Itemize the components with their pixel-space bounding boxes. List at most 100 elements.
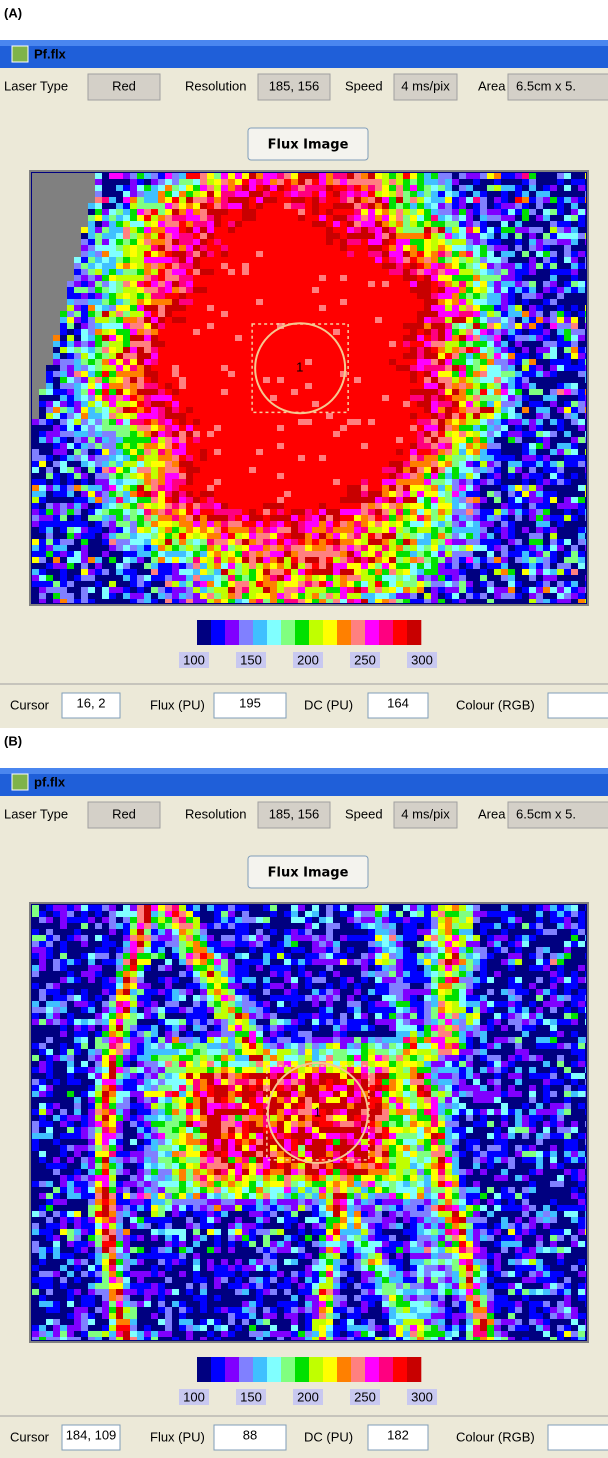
image-pixel bbox=[508, 281, 515, 287]
image-pixel bbox=[277, 227, 284, 233]
image-pixel bbox=[193, 197, 200, 203]
image-pixel bbox=[39, 365, 46, 371]
image-pixel bbox=[291, 425, 298, 431]
image-pixel bbox=[473, 521, 480, 527]
image-pixel bbox=[522, 419, 529, 425]
image-pixel bbox=[305, 341, 312, 347]
image-pixel bbox=[144, 389, 151, 395]
image-pixel bbox=[466, 461, 473, 467]
image-pixel bbox=[340, 173, 347, 179]
image-pixel bbox=[242, 323, 249, 329]
image-pixel bbox=[508, 173, 515, 179]
image-pixel bbox=[438, 239, 445, 245]
image-pixel bbox=[207, 425, 214, 431]
image-pixel bbox=[116, 491, 123, 497]
image-pixel bbox=[319, 479, 326, 485]
image-pixel bbox=[389, 347, 396, 353]
image-pixel bbox=[396, 419, 403, 425]
image-pixel bbox=[480, 479, 487, 485]
image-pixel bbox=[67, 239, 74, 245]
image-pixel bbox=[39, 389, 46, 395]
image-pixel bbox=[403, 431, 410, 437]
image-pixel bbox=[459, 437, 466, 443]
image-pixel bbox=[452, 395, 459, 401]
image-pixel bbox=[522, 281, 529, 287]
image-pixel bbox=[207, 455, 214, 461]
image-pixel bbox=[81, 365, 88, 371]
image-pixel bbox=[67, 341, 74, 347]
image-pixel bbox=[172, 437, 179, 443]
image-pixel bbox=[116, 395, 123, 401]
image-pixel bbox=[109, 251, 116, 257]
image-pixel bbox=[109, 515, 116, 521]
image-pixel bbox=[319, 509, 326, 515]
image-pixel bbox=[123, 329, 130, 335]
image-pixel bbox=[305, 449, 312, 455]
image-pixel bbox=[256, 353, 263, 359]
image-pixel bbox=[578, 509, 585, 515]
image-pixel bbox=[326, 215, 333, 221]
image-pixel bbox=[102, 461, 109, 467]
image-pixel bbox=[319, 353, 326, 359]
image-pixel bbox=[123, 437, 130, 443]
image-pixel bbox=[123, 191, 130, 197]
image-pixel bbox=[249, 299, 256, 305]
image-pixel bbox=[466, 497, 473, 503]
image-pixel bbox=[494, 395, 501, 401]
image-pixel bbox=[193, 479, 200, 485]
image-pixel bbox=[473, 317, 480, 323]
image-pixel bbox=[88, 191, 95, 197]
image-pixel bbox=[424, 521, 431, 527]
image-pixel bbox=[585, 209, 586, 215]
image-pixel bbox=[368, 329, 375, 335]
image-pixel bbox=[424, 179, 431, 185]
image-pixel bbox=[249, 491, 256, 497]
image-pixel bbox=[431, 551, 438, 557]
image-pixel bbox=[228, 179, 235, 185]
image-pixel bbox=[445, 401, 452, 407]
image-pixel bbox=[88, 305, 95, 311]
image-pixel bbox=[123, 389, 130, 395]
image-pixel bbox=[270, 353, 277, 359]
image-pixel bbox=[235, 215, 242, 221]
image-pixel bbox=[382, 383, 389, 389]
image-pixel bbox=[123, 173, 130, 179]
image-pixel bbox=[354, 245, 361, 251]
image-pixel bbox=[298, 221, 305, 227]
image-pixel bbox=[60, 371, 67, 377]
image-pixel bbox=[74, 551, 81, 557]
image-pixel bbox=[130, 377, 137, 383]
image-pixel bbox=[249, 413, 256, 419]
flux-image-button[interactable] bbox=[247, 127, 369, 161]
image-pixel bbox=[186, 305, 193, 311]
image-pixel bbox=[53, 473, 60, 479]
image-pixel bbox=[81, 317, 88, 323]
image-pixel bbox=[151, 215, 158, 221]
image-pixel bbox=[305, 419, 312, 425]
image-pixel bbox=[522, 269, 529, 275]
image-pixel bbox=[291, 503, 298, 509]
image-pixel bbox=[81, 449, 88, 455]
image-pixel bbox=[445, 239, 452, 245]
image-pixel bbox=[200, 353, 207, 359]
image-pixel bbox=[116, 335, 123, 341]
image-pixel bbox=[193, 317, 200, 323]
image-pixel bbox=[445, 467, 452, 473]
image-pixel bbox=[214, 311, 221, 317]
image-pixel bbox=[312, 203, 319, 209]
image-pixel bbox=[32, 335, 39, 341]
image-pixel bbox=[291, 449, 298, 455]
image-pixel bbox=[466, 491, 473, 497]
image-pixel bbox=[340, 215, 347, 221]
image-pixel bbox=[354, 323, 361, 329]
image-pixel bbox=[109, 227, 116, 233]
image-pixel bbox=[158, 221, 165, 227]
image-pixel bbox=[207, 431, 214, 437]
image-pixel bbox=[361, 551, 368, 557]
image-pixel bbox=[102, 371, 109, 377]
image-pixel bbox=[88, 335, 95, 341]
image-pixel bbox=[431, 569, 438, 575]
image-pixel bbox=[298, 539, 305, 545]
image-pixel bbox=[396, 455, 403, 461]
image-pixel bbox=[277, 377, 284, 383]
